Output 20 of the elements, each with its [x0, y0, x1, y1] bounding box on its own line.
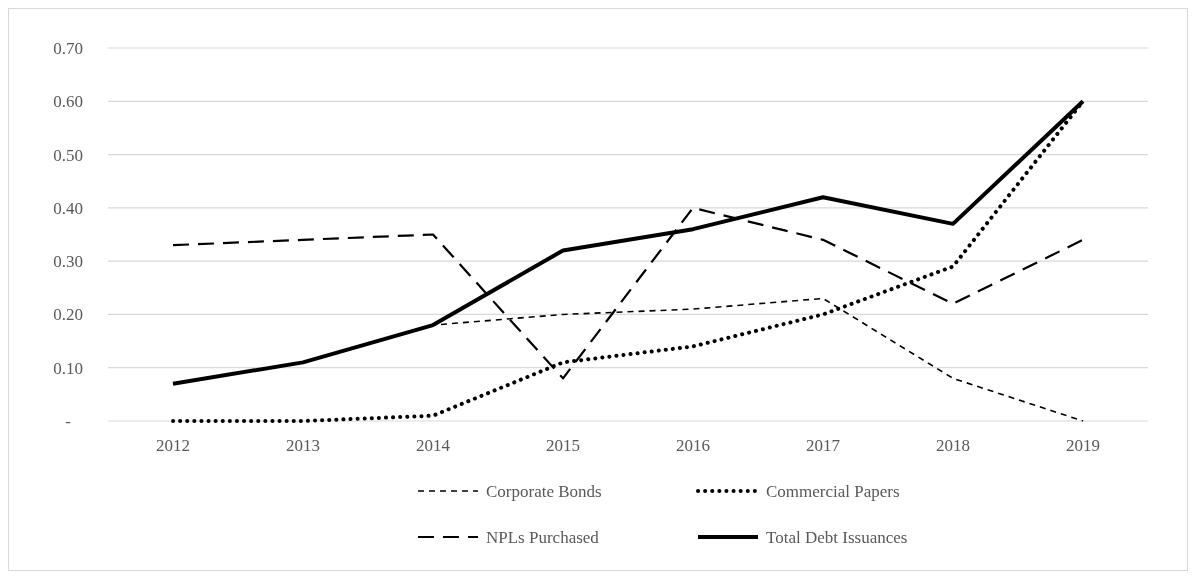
x-tick-label: 2017 — [806, 436, 841, 455]
x-tick-label: 2014 — [416, 436, 451, 455]
legend-label: Commercial Papers — [766, 481, 900, 501]
y-tick-label: 0.70 — [53, 38, 83, 58]
x-tick-label: 2013 — [286, 436, 320, 455]
legend-label: NPLs Purchased — [486, 527, 600, 547]
x-tick-label: 2012 — [156, 436, 190, 455]
legend-label: Total Debt Issuances — [766, 527, 908, 547]
y-tick-label: 0.20 — [53, 305, 83, 325]
y-tick-label: 0.50 — [53, 145, 83, 165]
x-tick-label: 2018 — [936, 436, 970, 455]
y-tick-label: 0.10 — [53, 358, 83, 378]
legend-label: Corporate Bonds — [486, 481, 602, 501]
y-tick-label: 0.60 — [53, 92, 83, 112]
y-tick-label: 0.40 — [53, 198, 83, 218]
x-tick-label: 2016 — [676, 436, 710, 455]
x-tick-label: 2019 — [1066, 436, 1100, 455]
y-tick-label: 0.30 — [53, 252, 83, 272]
y-tick-label: - — [65, 411, 72, 431]
x-tick-label: 2015 — [546, 436, 580, 455]
